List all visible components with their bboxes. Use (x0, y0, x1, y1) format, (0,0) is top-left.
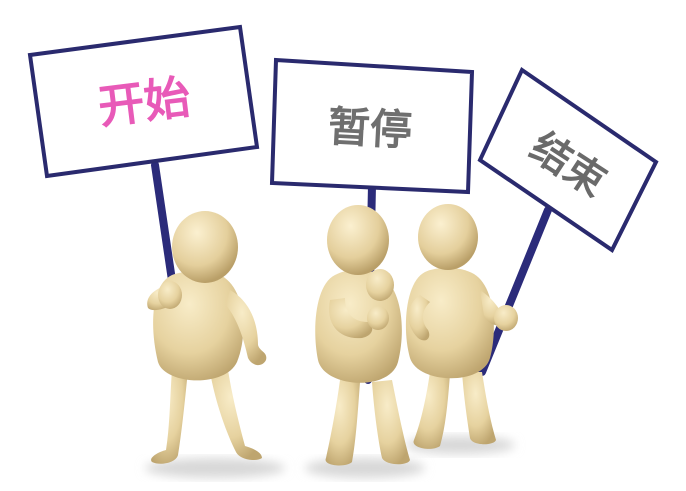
figure-leg (413, 372, 450, 449)
sign-start: 开始 (27, 24, 260, 359)
figure-leg (151, 370, 188, 464)
figure-hand (158, 281, 182, 309)
figure-head (327, 205, 389, 275)
figure-arm (226, 290, 267, 366)
figure-leg (210, 370, 262, 460)
sign-pole (478, 206, 552, 376)
figure-body (405, 267, 494, 379)
figure-right (405, 204, 518, 449)
sign-start-label: 开始 (95, 70, 193, 135)
ground-shadow (145, 458, 285, 478)
figure-arm (408, 295, 430, 341)
figure-leg (325, 380, 360, 466)
sign-board (269, 57, 475, 195)
figure-hand (367, 306, 389, 330)
figure-head (418, 204, 478, 270)
figure-left (147, 211, 267, 464)
figure-middle (315, 205, 410, 466)
figure-head (172, 211, 238, 283)
sign-board (477, 67, 659, 253)
figure-hand (494, 305, 518, 331)
sign-end: 结束 (477, 67, 659, 376)
figure-leg (462, 372, 496, 445)
sign-board (27, 24, 260, 179)
figure-arm (329, 298, 373, 339)
figure-hand (366, 269, 394, 301)
figure-leg (372, 380, 410, 465)
sign-pause-label: 暂停 (327, 102, 413, 155)
